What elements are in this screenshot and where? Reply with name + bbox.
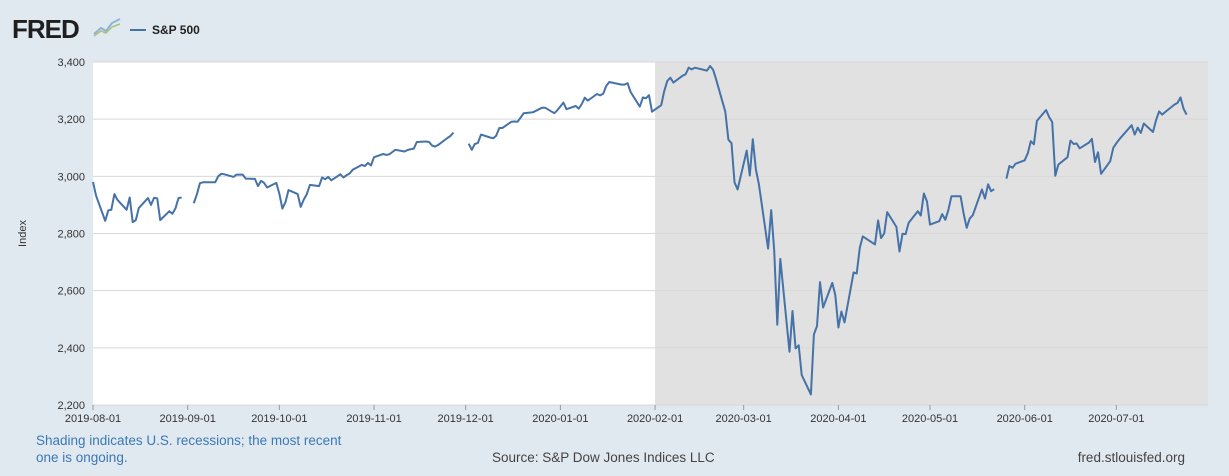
x-tick-label: 2020-03-01	[716, 413, 772, 425]
x-tick-label: 2019-10-01	[251, 413, 307, 425]
x-tick-label: 2019-08-01	[65, 413, 121, 425]
x-tick-label: 2019-12-01	[438, 413, 494, 425]
y-tick-label: 3,000	[57, 171, 85, 183]
x-tick-label: 2020-05-01	[902, 413, 958, 425]
recession-note: Shading indicates U.S. recessions; the m…	[36, 433, 342, 465]
series-line	[92, 65, 1188, 396]
y-tick-label: 3,400	[57, 57, 85, 69]
x-tick-label: 2019-11-01	[346, 413, 401, 425]
y-tick-label: 2,800	[57, 229, 85, 241]
x-tick-label: 2020-02-01	[627, 413, 683, 425]
y-tick-label: 3,200	[57, 114, 85, 126]
source-note: Source: S&P Dow Jones Indices LLC	[492, 450, 715, 465]
x-tick-label: 2020-01-01	[532, 413, 588, 425]
chart-legend: S&P 500	[130, 23, 200, 37]
x-tick-label: 2020-07-01	[1088, 413, 1144, 425]
y-tick-label: 2,200	[57, 400, 85, 412]
x-tick-label: 2020-06-01	[997, 413, 1053, 425]
legend-label: S&P 500	[152, 23, 200, 37]
chart-sparkline-icon	[92, 16, 122, 38]
y-tick-label: 2,600	[57, 286, 85, 298]
site-link[interactable]: fred.stlouisfed.org	[1077, 450, 1185, 465]
legend-swatch	[130, 29, 146, 31]
y-tick-label: 2,400	[57, 343, 85, 355]
line-chart: 2,200 2,400 2,600 2,800 3,000 3,200 3,400 2019-…	[17, 57, 1208, 425]
y-axis-label: Index	[17, 220, 29, 247]
fred-logo[interactable]: FRED	[12, 14, 80, 44]
x-tick-label: 2019-09-01	[160, 413, 216, 425]
x-tick-label: 2020-04-01	[810, 413, 866, 425]
